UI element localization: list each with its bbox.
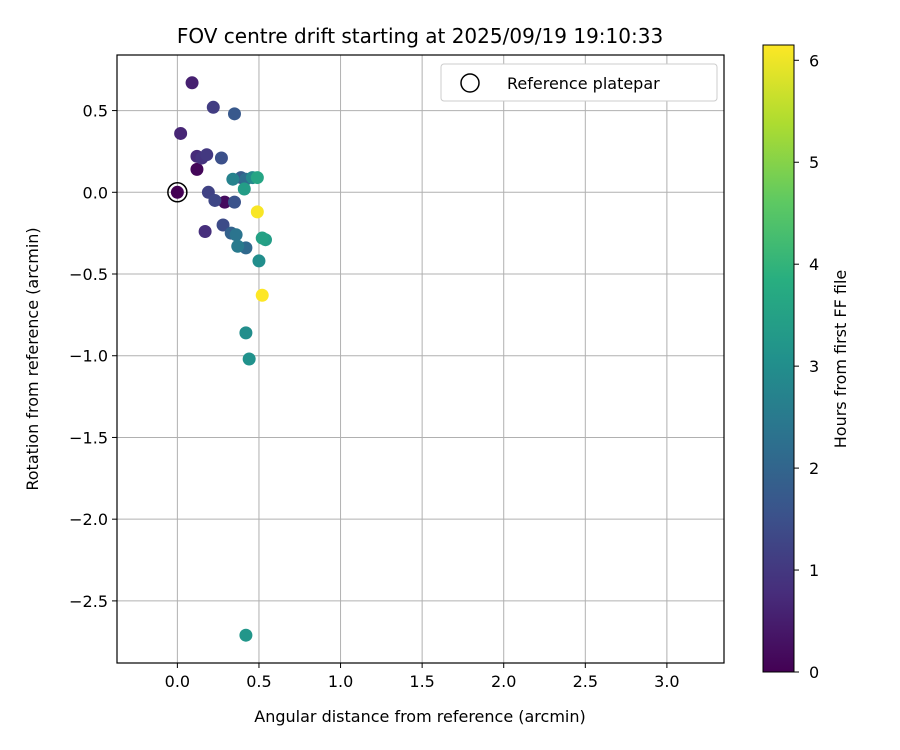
x-tick-label: 2.0 [491, 672, 516, 691]
data-point [231, 239, 245, 253]
data-point [242, 352, 256, 366]
data-point [218, 195, 232, 209]
y-tick-label: −0.5 [69, 265, 108, 284]
y-tick-label: −1.5 [69, 428, 108, 447]
x-tick-label: 0.0 [165, 672, 190, 691]
data-point [227, 195, 241, 209]
legend-label: Reference platepar [507, 74, 660, 93]
colorbar-tick-label: 0 [809, 663, 819, 682]
data-point [174, 126, 188, 140]
colorbar-tick-label: 6 [809, 51, 819, 70]
reference-platepar-marker [167, 182, 188, 203]
colorbar: 0 1 2 3 4 5 6 Hours from first FF file [762, 44, 850, 682]
data-point [255, 231, 269, 245]
y-axis-label: Rotation from reference (arcmin) [23, 227, 42, 490]
x-axis-label: Angular distance from reference (arcmin) [254, 707, 585, 726]
data-point [255, 288, 269, 302]
x-tick-label: 1.0 [328, 672, 353, 691]
data-point [214, 151, 228, 165]
data-point [252, 254, 266, 268]
data-point [229, 228, 243, 242]
data-point [198, 225, 212, 239]
colorbar-tick-label: 2 [809, 459, 819, 478]
y-tick-label: −1.0 [69, 347, 108, 366]
legend-box [440, 63, 718, 102]
colorbar-tick-label: 4 [809, 255, 819, 274]
y-tick-label: −2.5 [69, 592, 108, 611]
plot-frame [116, 54, 725, 664]
data-point [227, 107, 241, 121]
legend-marker [460, 73, 480, 93]
colorbar-ticks: 0 1 2 3 4 5 6 [794, 51, 819, 682]
reference-marker [167, 182, 188, 203]
data-point [226, 172, 240, 186]
data-point [185, 76, 199, 90]
data-point [170, 185, 184, 199]
y-tick-label: 0.5 [83, 102, 108, 121]
data-point [208, 193, 222, 207]
colorbar-tick-label: 1 [809, 561, 819, 580]
data-point [200, 148, 214, 162]
data-point [216, 218, 230, 232]
y-tick-label: 0.0 [83, 183, 108, 202]
data-point [239, 326, 253, 340]
x-tick-label: 3.0 [654, 672, 679, 691]
data-point [190, 162, 204, 176]
data-point [250, 171, 264, 185]
colorbar-label: Hours from first FF file [831, 270, 850, 449]
data-points [170, 76, 272, 642]
colorbar-tick-label: 5 [809, 153, 819, 172]
colorbar-gradient [762, 44, 795, 673]
data-point [239, 628, 253, 642]
x-tick-label: 1.5 [409, 672, 434, 691]
legend: Reference platepar [440, 63, 718, 102]
grid-lines [117, 55, 724, 663]
y-tick-label: −2.0 [69, 510, 108, 529]
chart-title: FOV centre drift starting at 2025/09/19 … [177, 24, 663, 48]
data-point [206, 100, 220, 114]
y-axis-ticks: 0.5 0.0 −0.5 −1.0 −1.5 −2.0 −2.5 [69, 102, 117, 611]
colorbar-tick-label: 3 [809, 357, 819, 376]
plot-background [117, 55, 724, 663]
data-point [250, 205, 264, 219]
x-tick-label: 0.5 [246, 672, 271, 691]
x-tick-label: 2.5 [573, 672, 598, 691]
data-point [237, 182, 251, 196]
x-axis-ticks: 0.0 0.5 1.0 1.5 2.0 2.5 3.0 [165, 663, 680, 691]
